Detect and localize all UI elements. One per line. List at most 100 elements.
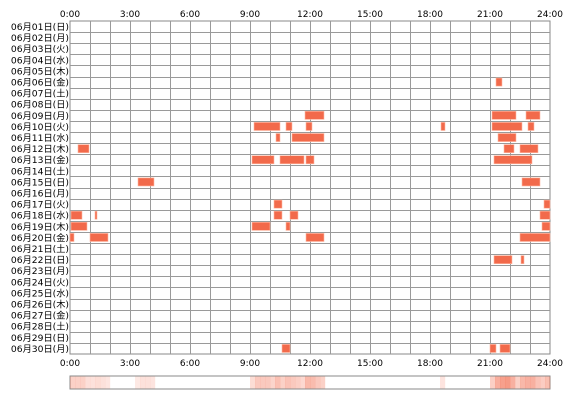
activity-bar xyxy=(491,111,517,120)
density-cell xyxy=(255,376,261,389)
density-cell xyxy=(515,376,521,389)
density-cell xyxy=(280,376,286,389)
density-cell xyxy=(545,376,551,389)
activity-bar xyxy=(285,222,291,231)
density-cell xyxy=(90,376,96,389)
day-label: 06月17日(火) xyxy=(11,200,69,211)
density-cell xyxy=(315,376,321,389)
activity-bar xyxy=(499,344,511,353)
day-label: 06月21日(土) xyxy=(11,243,69,255)
day-label: 06月16日(月) xyxy=(11,188,69,199)
activity-bar xyxy=(273,210,283,220)
day-label: 06月11日(水) xyxy=(11,132,69,144)
activity-bar xyxy=(305,155,315,165)
density-cell xyxy=(80,376,86,389)
activity-bar xyxy=(77,144,90,154)
day-label: 06月09日(月) xyxy=(11,111,69,122)
activity-bar xyxy=(440,122,446,131)
x-tick-label: 24:00 xyxy=(537,359,563,369)
x-tick-label: 0:00 xyxy=(60,10,80,20)
density-cell xyxy=(75,376,81,389)
density-cell xyxy=(270,376,276,389)
activity-bar xyxy=(521,177,541,187)
day-label: 06月05日(木) xyxy=(11,65,69,77)
activity-bar xyxy=(305,122,313,131)
density-cell xyxy=(540,376,546,389)
x-tick-label: 15:00 xyxy=(357,359,383,369)
activity-bar xyxy=(539,210,551,220)
day-label: 06月25日(水) xyxy=(11,287,69,299)
density-cell xyxy=(290,376,296,389)
density-cell xyxy=(265,376,271,389)
density-frame xyxy=(69,375,551,390)
activity-bar xyxy=(493,155,533,165)
density-cell xyxy=(505,376,511,389)
day-label: 06月01日(日) xyxy=(11,22,69,33)
activity-bar xyxy=(519,144,539,154)
density-cell xyxy=(310,376,316,389)
density-cell xyxy=(85,376,91,389)
density-cell xyxy=(295,376,301,389)
activity-bar xyxy=(285,122,293,131)
x-tick-label: 18:00 xyxy=(417,359,443,369)
x-tick-label: 9:00 xyxy=(240,359,260,369)
day-label: 06月08日(日) xyxy=(11,100,69,111)
day-label: 06月02日(月) xyxy=(11,33,69,44)
density-cell xyxy=(300,376,306,389)
activity-bar xyxy=(279,155,305,165)
daily-density-strip xyxy=(69,375,551,390)
x-tick-label: 12:00 xyxy=(297,359,323,369)
activity-bar xyxy=(491,122,523,131)
x-tick-label: 0:00 xyxy=(60,359,80,369)
activity-bar xyxy=(275,133,281,142)
activity-bar xyxy=(305,233,325,242)
density-cell xyxy=(95,376,101,389)
day-label: 06月14日(土) xyxy=(11,165,69,177)
x-tick-label: 12:00 xyxy=(297,10,323,20)
x-axis-bottom: 0:00 3:00 6:00 9:00 12:00 15:00 18:00 21:00 24:0… xyxy=(60,359,563,369)
chart-grid xyxy=(69,20,551,355)
day-labels: 06月01日(日)06月02日(月)06月03日(火)06月04日(水)06月0… xyxy=(11,22,69,355)
day-label: 06月13日(金) xyxy=(11,154,69,166)
density-cell xyxy=(495,376,501,389)
density-cell xyxy=(70,376,76,389)
density-cell xyxy=(260,376,266,389)
x-tick-label: 15:00 xyxy=(357,10,383,20)
density-cell xyxy=(530,376,536,389)
x-tick-label: 3:00 xyxy=(120,359,140,369)
density-cell xyxy=(305,376,311,389)
density-cell xyxy=(275,376,281,389)
day-label: 06月18日(水) xyxy=(11,210,69,222)
density-cell xyxy=(440,376,446,389)
day-label: 06月07日(土) xyxy=(11,88,69,100)
activity-bar xyxy=(70,210,83,220)
x-tick-label: 21:00 xyxy=(477,359,503,369)
activity-bar xyxy=(525,111,541,120)
day-label: 06月15日(日) xyxy=(11,177,69,188)
density-cell xyxy=(140,376,146,389)
x-tick-label: 3:00 xyxy=(120,10,140,20)
activity-bar xyxy=(541,222,551,231)
activity-bar xyxy=(520,255,525,265)
day-label: 06月30日(月) xyxy=(11,344,69,355)
x-tick-label: 6:00 xyxy=(180,10,200,20)
activity-bar xyxy=(251,222,271,231)
day-label: 06月23日(月) xyxy=(11,266,69,277)
density-cell xyxy=(135,376,141,389)
density-cell xyxy=(320,376,326,389)
activity-bar xyxy=(89,233,109,242)
day-label: 06月24日(火) xyxy=(11,277,69,288)
x-tick-label: 6:00 xyxy=(180,359,200,369)
day-label: 06月06日(金) xyxy=(11,76,69,88)
day-label: 06月10日(火) xyxy=(11,122,69,133)
activity-bar xyxy=(291,133,325,142)
activity-bar xyxy=(519,233,551,242)
density-cell xyxy=(500,376,506,389)
density-cell xyxy=(535,376,541,389)
density-cell xyxy=(285,376,291,389)
activity-bar xyxy=(503,144,515,154)
day-label: 06月26日(木) xyxy=(11,298,69,310)
activity-bar xyxy=(304,111,325,120)
day-label: 06月28日(土) xyxy=(11,321,69,333)
x-tick-label: 24:00 xyxy=(537,10,563,20)
